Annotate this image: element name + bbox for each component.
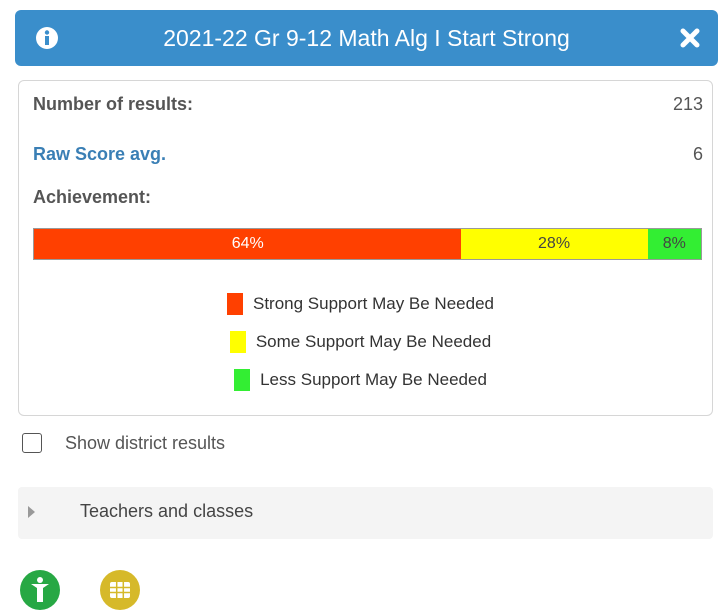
bar-segment: 28% [460, 228, 648, 260]
legend: Strong Support May Be Needed Some Support… [0, 285, 721, 399]
stat-value: 6 [692, 144, 703, 164]
legend-swatch [229, 331, 246, 353]
checkbox-label[interactable]: Show district results [65, 433, 226, 453]
results-card [18, 80, 713, 416]
legend-item: Less Support May Be Needed [0, 361, 721, 399]
close-button[interactable] [680, 28, 700, 48]
header-title: 2021-22 Gr 9-12 Math Alg I Start Strong [163, 25, 570, 51]
legend-text: Some Support May Be Needed [255, 332, 492, 351]
checkbox[interactable] [22, 433, 42, 453]
header: 2021-22 Gr 9-12 Math Alg I Start Strong [15, 10, 718, 66]
legend-item: Some Support May Be Needed [0, 323, 721, 361]
toolbar [20, 570, 140, 610]
info-icon [36, 27, 58, 49]
bar-segment: 8% [647, 228, 702, 260]
expand-arrow [28, 506, 35, 518]
legend-item: Strong Support May Be Needed [0, 285, 721, 323]
achievement-label: Achievement: [33, 187, 152, 207]
stat-value: 213 [672, 94, 703, 114]
teachers-label: Teachers and classes [80, 501, 254, 521]
achievement-bar: 64% 28% 8% [33, 228, 703, 260]
legend-text: Less Support May Be Needed [260, 370, 487, 389]
legend-swatch [234, 369, 251, 391]
stat-link[interactable]: Raw Score avg. [33, 144, 167, 164]
legend-text: Strong Support May Be Needed [253, 294, 494, 313]
teachers-panel[interactable]: Teachers and classes [18, 487, 713, 539]
accessibility-button[interactable] [20, 570, 60, 610]
bar-segment: 64% [33, 228, 462, 260]
legend-swatch [227, 293, 243, 315]
table-button[interactable] [100, 570, 140, 610]
stat-label: Number of results: [33, 94, 194, 114]
